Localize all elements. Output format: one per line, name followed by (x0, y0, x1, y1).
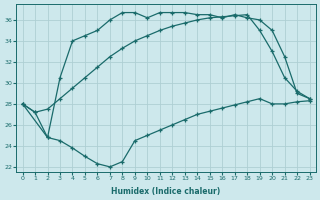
X-axis label: Humidex (Indice chaleur): Humidex (Indice chaleur) (111, 187, 221, 196)
